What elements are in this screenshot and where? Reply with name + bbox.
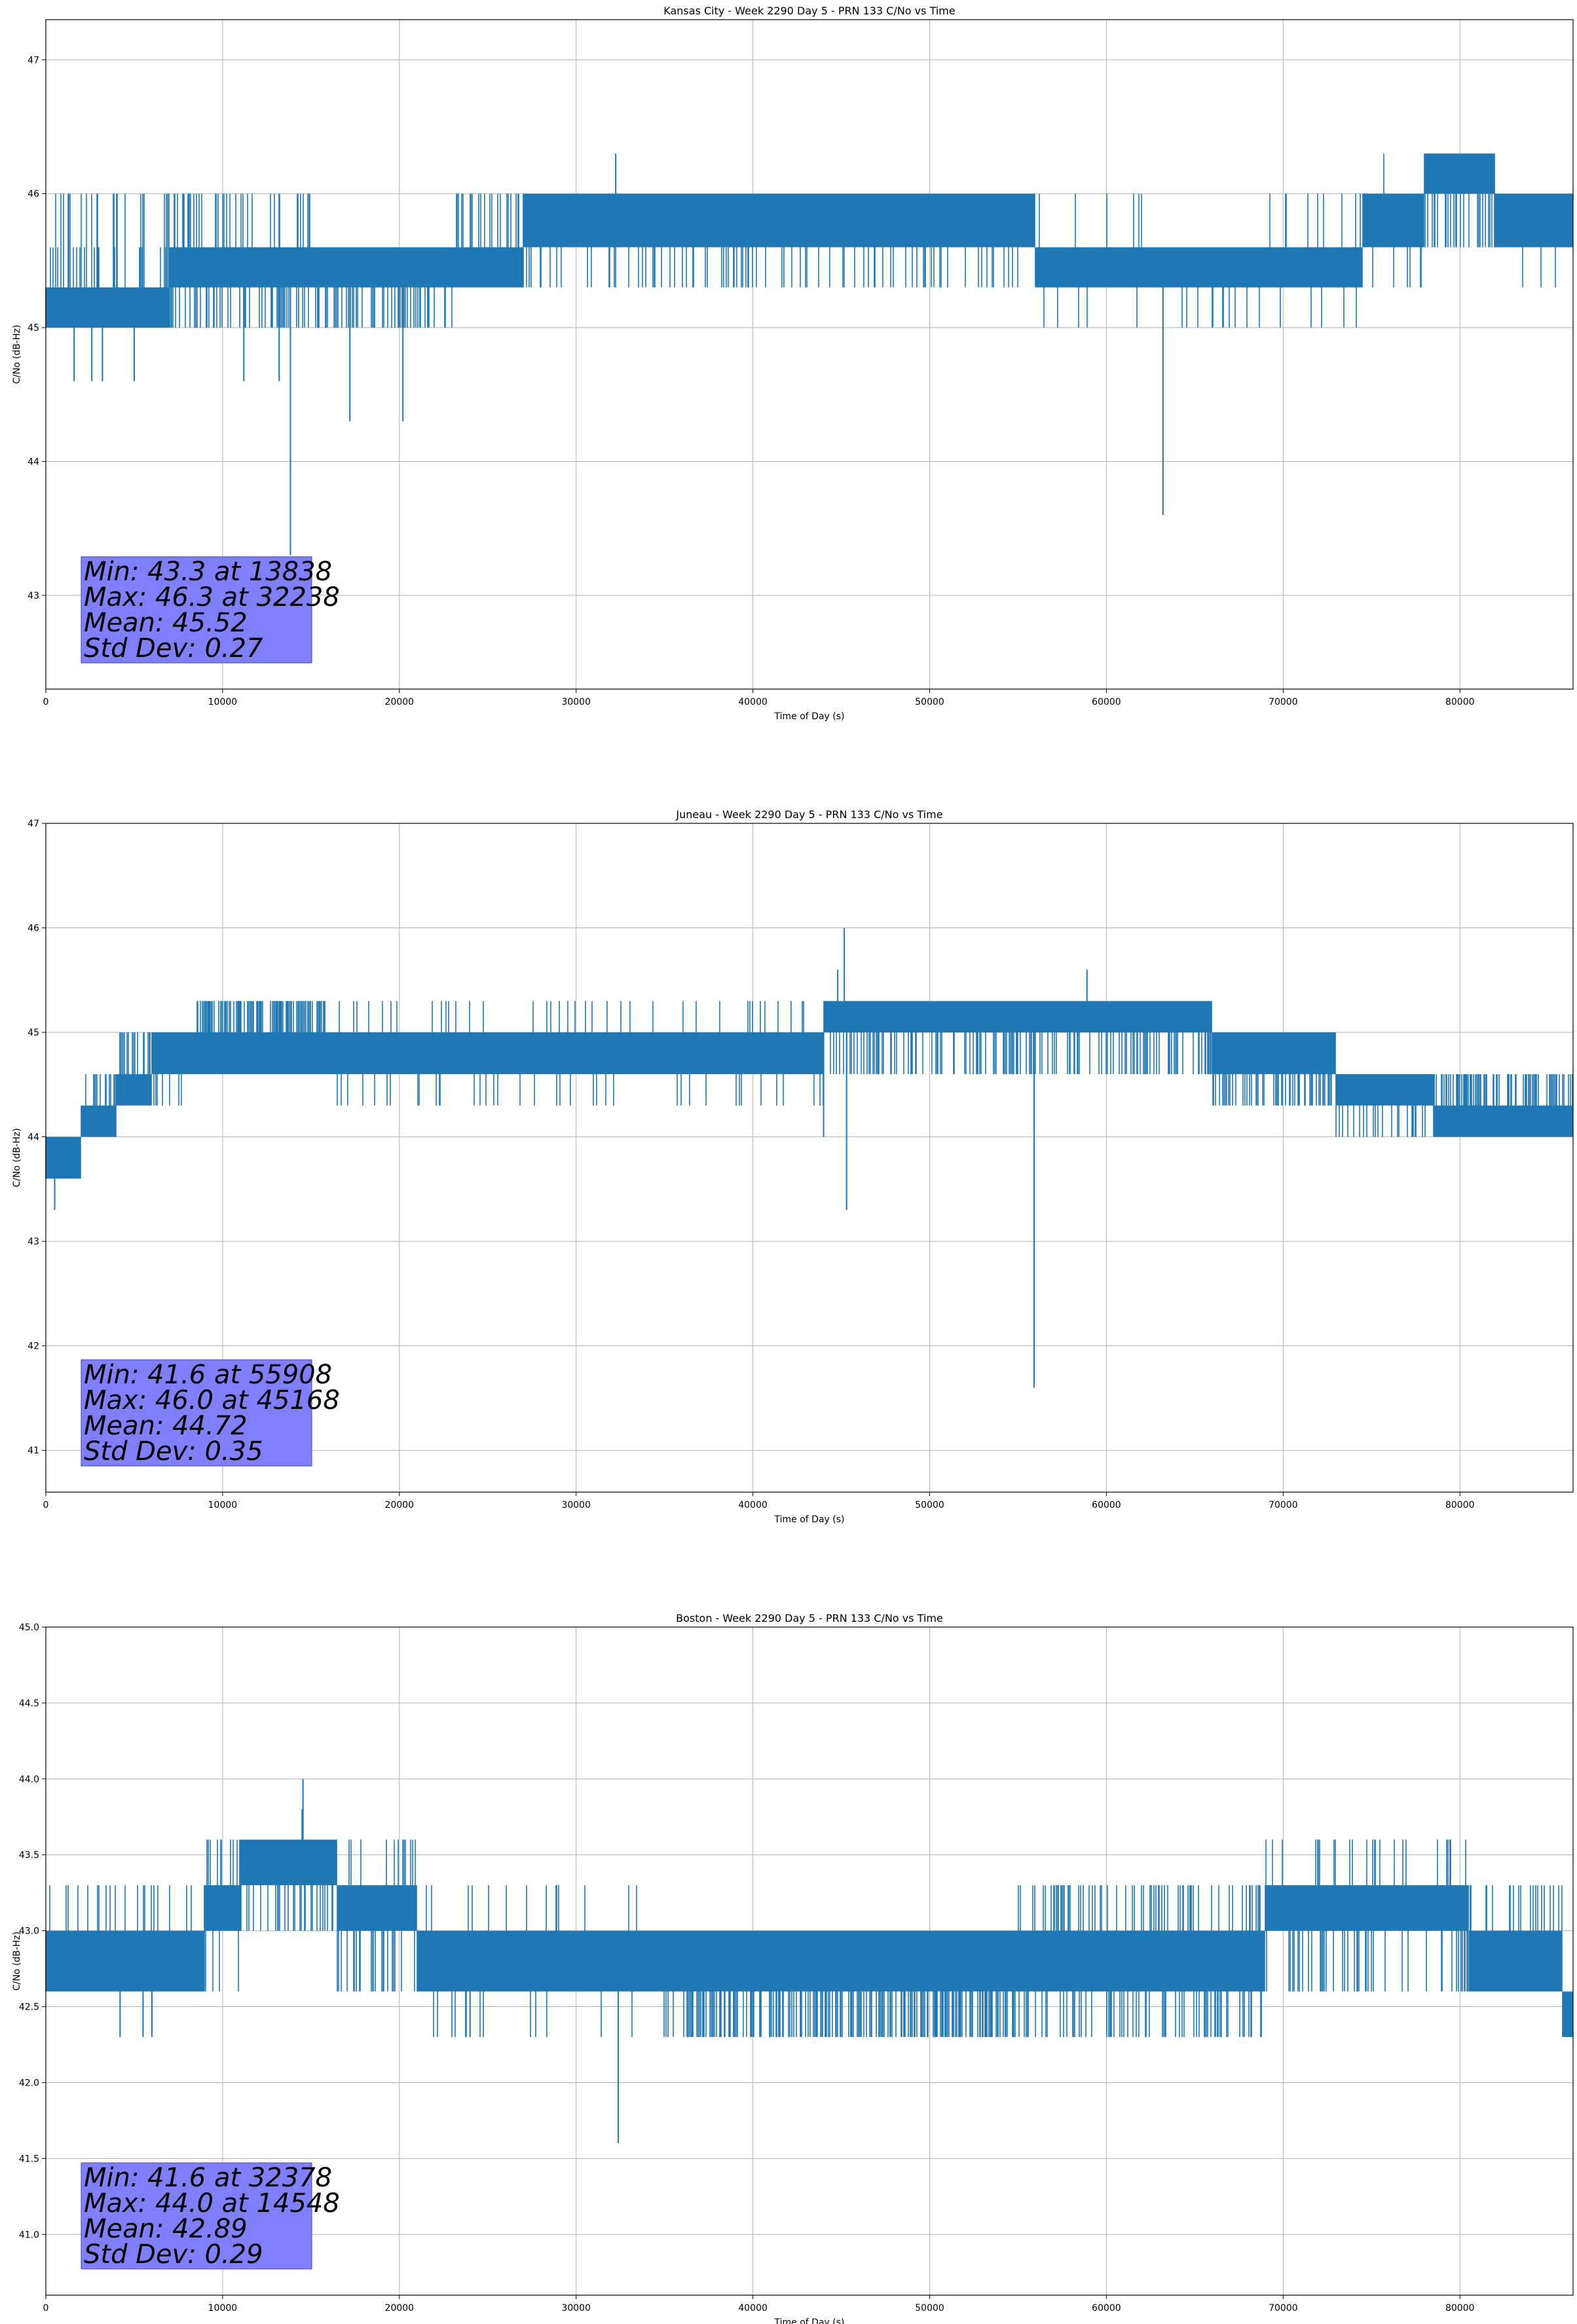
x-tick-label: 0 (43, 2303, 49, 2314)
x-tick-label: 70000 (1269, 1500, 1298, 1510)
x-tick-label: 20000 (385, 1500, 415, 1510)
x-tick-label: 0 (43, 697, 49, 707)
plot-frame (45, 1626, 1574, 2296)
y-tick-label: 45.0 (19, 1622, 39, 1633)
y-tick-label: 46 (28, 924, 39, 934)
stats-min: Min: 41.6 at 32378 (84, 2163, 332, 2193)
plot-frame (45, 823, 1574, 1493)
chart-panel-boston: 0 10000 20000 30000 40000 50000 60000 70000 8000… (12, 1612, 1574, 2324)
x-tick-label: 30000 (561, 2303, 591, 2314)
y-tick-label: 43.0 (19, 1926, 39, 1937)
stats-box: Min: 43.3 at 13838 Max: 46.3 at 32238 Me… (81, 556, 340, 664)
x-tick-label: 60000 (1092, 2303, 1121, 2314)
y-tick-label: 45 (28, 1028, 39, 1038)
x-tick-label: 70000 (1269, 2303, 1298, 2314)
y-tick-label: 41.0 (19, 2230, 39, 2240)
x-tick-label: 80000 (1445, 697, 1475, 707)
stats-min: Min: 43.3 at 13838 (84, 557, 332, 587)
x-tick-label: 60000 (1092, 1500, 1121, 1510)
stats-mean: Mean: 42.89 (84, 2214, 248, 2244)
stats-max: Max: 44.0 at 14548 (84, 2188, 340, 2219)
y-axis-label: C/No (dB-Hz) (12, 325, 22, 384)
y-axis-label: C/No (dB-Hz) (12, 1128, 22, 1187)
stats-box: Min: 41.6 at 32378 Max: 44.0 at 14548 Me… (81, 2162, 340, 2270)
x-tick-label: 20000 (385, 697, 415, 707)
y-tick-label: 47 (28, 55, 39, 66)
x-tick-label: 30000 (561, 1500, 591, 1510)
chart-title: Juneau - Week 2290 Day 5 - PRN 133 C/No … (675, 808, 942, 821)
y-tick-label: 47 (28, 819, 39, 829)
y-tick-label: 43 (28, 591, 39, 601)
stats-std-dev: Std Dev: 0.29 (84, 2240, 263, 2270)
chart-panel-juneau: 0 10000 20000 30000 40000 50000 60000 70000 8000… (12, 808, 1574, 1525)
chart-title: Kansas City - Week 2290 Day 5 - PRN 133 … (663, 5, 955, 17)
stats-max: Max: 46.3 at 32238 (84, 582, 340, 612)
stats-box-background (81, 1359, 312, 1467)
gridlines (45, 20, 1573, 689)
x-tick-label: 30000 (561, 697, 591, 707)
stats-max: Max: 46.0 at 45168 (84, 1385, 340, 1415)
stats-mean: Mean: 44.72 (84, 1411, 248, 1441)
y-tick-label: 42.0 (19, 2078, 39, 2088)
x-tick-label: 10000 (208, 697, 238, 707)
x-axis-label: Time of Day (s) (774, 1514, 845, 1525)
axes: 0 10000 20000 30000 40000 50000 60000 70000 8000… (28, 19, 1574, 707)
data-series (45, 153, 1573, 555)
x-tick-label: 70000 (1269, 697, 1298, 707)
x-tick-label: 80000 (1445, 1500, 1475, 1510)
stats-box-background (81, 2162, 312, 2270)
y-tick-label: 43.5 (19, 1850, 39, 1861)
y-tick-label: 45 (28, 323, 39, 333)
y-tick-label: 41.5 (19, 2154, 39, 2164)
x-tick-label: 40000 (738, 1500, 768, 1510)
x-tick-label: 40000 (738, 697, 768, 707)
x-tick-label: 0 (43, 1500, 49, 1510)
x-tick-label: 50000 (915, 697, 944, 707)
chart-panel-kansas-city: 0 10000 20000 30000 40000 50000 60000 70000 8000… (12, 5, 1574, 722)
stats-std-dev: Std Dev: 0.27 (84, 633, 263, 664)
stats-box: Min: 41.6 at 55908 Max: 46.0 at 45168 Me… (81, 1359, 340, 1467)
x-tick-label: 20000 (385, 2303, 415, 2314)
stats-std-dev: Std Dev: 0.35 (84, 1436, 263, 1467)
y-tick-label: 42.5 (19, 2002, 39, 2013)
x-tick-label: 10000 (208, 2303, 238, 2314)
y-tick-label: 44.0 (19, 1774, 39, 1785)
x-tick-label: 50000 (915, 2303, 944, 2314)
y-tick-label: 43 (28, 1237, 39, 1247)
data-series (45, 1778, 1573, 2144)
stats-mean: Mean: 45.52 (84, 608, 248, 638)
plot-frame (45, 19, 1574, 690)
y-tick-label: 44 (28, 457, 39, 468)
y-tick-label: 42 (28, 1341, 39, 1352)
axes: 0 10000 20000 30000 40000 50000 60000 70000 8000… (19, 1622, 1574, 2314)
chart-title: Boston - Week 2290 Day 5 - PRN 133 C/No … (676, 1612, 943, 1624)
y-axis-label: C/No (dB-Hz) (12, 1932, 22, 1991)
x-tick-label: 60000 (1092, 697, 1121, 707)
x-tick-label: 40000 (738, 2303, 768, 2314)
x-tick-label: 80000 (1445, 2303, 1475, 2314)
x-axis-label: Time of Day (s) (774, 2317, 845, 2324)
y-tick-label: 44 (28, 1133, 39, 1143)
y-tick-label: 46 (28, 189, 39, 200)
stats-min: Min: 41.6 at 55908 (84, 1360, 332, 1390)
x-tick-label: 50000 (915, 1500, 944, 1510)
y-tick-label: 44.5 (19, 1698, 39, 1709)
stats-box-background (81, 556, 312, 664)
y-tick-label: 41 (28, 1446, 39, 1456)
x-axis-label: Time of Day (s) (774, 711, 845, 722)
axes: 0 10000 20000 30000 40000 50000 60000 70000 8000… (28, 819, 1574, 1510)
x-tick-label: 10000 (208, 1500, 238, 1510)
